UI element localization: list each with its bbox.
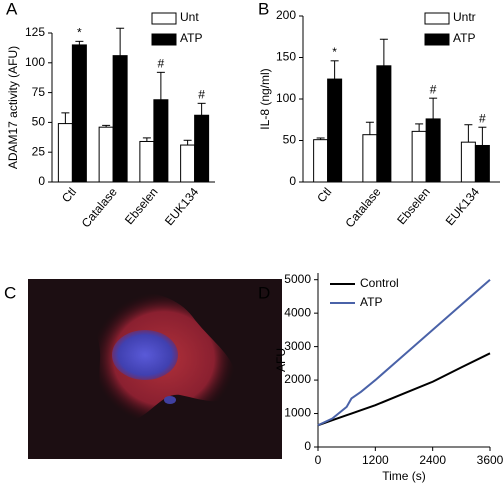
x-tick-label: Ctl xyxy=(59,185,79,205)
bar xyxy=(460,141,476,183)
x-tick-label: 1200 xyxy=(362,453,389,467)
y-tick-label: 1000 xyxy=(284,406,311,420)
bar xyxy=(194,114,210,183)
bar xyxy=(57,123,73,183)
bar xyxy=(153,99,169,183)
legend-label: ATP xyxy=(180,31,202,45)
x-tick-label: Catalase xyxy=(79,185,120,231)
bar xyxy=(376,65,392,183)
panel-letter: B xyxy=(258,0,269,18)
y-tick-label: 2000 xyxy=(284,372,311,386)
y-tick-label: 3000 xyxy=(284,339,311,353)
panel-letter: C xyxy=(4,283,16,302)
y-axis-label: IL-8 (ng/ml) xyxy=(258,68,272,129)
legend-label: Untr xyxy=(453,10,476,24)
y-tick-label: 50 xyxy=(32,115,46,129)
y-tick-label: 5000 xyxy=(284,272,311,286)
y-tick-label: 150 xyxy=(276,50,296,64)
line xyxy=(317,352,491,427)
line xyxy=(317,278,491,427)
annotation: * xyxy=(77,26,82,40)
legend-label: ATP xyxy=(453,31,475,45)
legend-label: Unt xyxy=(180,10,199,24)
panel-letter: D xyxy=(258,283,270,302)
x-tick-label: 0 xyxy=(315,453,322,467)
y-axis-label: AFU xyxy=(274,348,288,372)
annotation: # xyxy=(479,111,486,125)
y-tick-label: 4000 xyxy=(284,305,311,319)
x-tick-label: 3600 xyxy=(477,453,504,467)
annotation: # xyxy=(430,82,437,96)
y-axis-label: ADAM17 activity (AFU) xyxy=(6,46,20,169)
bar xyxy=(425,118,441,183)
x-tick-label: EUK134 xyxy=(443,185,483,228)
bar xyxy=(313,139,329,183)
annotation: * xyxy=(332,45,337,59)
legend-label: Control xyxy=(360,276,399,290)
x-tick-label: Ebselen xyxy=(122,185,161,227)
y-tick-label: 100 xyxy=(25,55,45,69)
legend-swatch xyxy=(151,12,177,25)
micrograph xyxy=(28,279,282,459)
legend-swatch xyxy=(424,12,450,25)
bar xyxy=(362,134,378,183)
legend-label: ATP xyxy=(360,295,382,309)
y-tick-label: 75 xyxy=(32,85,46,99)
bar xyxy=(180,144,196,183)
y-tick-label: 125 xyxy=(25,25,45,39)
y-tick-label: 50 xyxy=(283,133,297,147)
bar xyxy=(474,144,490,183)
y-tick-label: 100 xyxy=(276,91,296,105)
x-tick-label: Ctl xyxy=(314,185,334,205)
x-tick-label: 2400 xyxy=(419,453,446,467)
y-tick-label: 0 xyxy=(289,174,296,188)
bar xyxy=(71,44,87,183)
y-tick-label: 25 xyxy=(32,144,46,158)
bar xyxy=(98,126,114,183)
bar xyxy=(112,55,128,183)
bar xyxy=(139,140,155,183)
panel-letter: A xyxy=(6,0,18,18)
annotation: # xyxy=(198,87,205,101)
legend-swatch xyxy=(424,33,450,46)
x-tick-label: EUK134 xyxy=(162,185,202,228)
legend-swatch xyxy=(151,33,177,46)
bar xyxy=(411,130,427,183)
x-tick-label: Ebselen xyxy=(394,185,433,227)
x-axis-label: Time (s) xyxy=(382,469,426,483)
y-tick-label: 0 xyxy=(304,439,311,453)
annotation: # xyxy=(158,57,165,71)
x-tick-label: Catalase xyxy=(342,185,383,231)
bar xyxy=(327,78,343,183)
y-tick-label: 200 xyxy=(276,8,296,22)
y-tick-label: 0 xyxy=(38,174,45,188)
